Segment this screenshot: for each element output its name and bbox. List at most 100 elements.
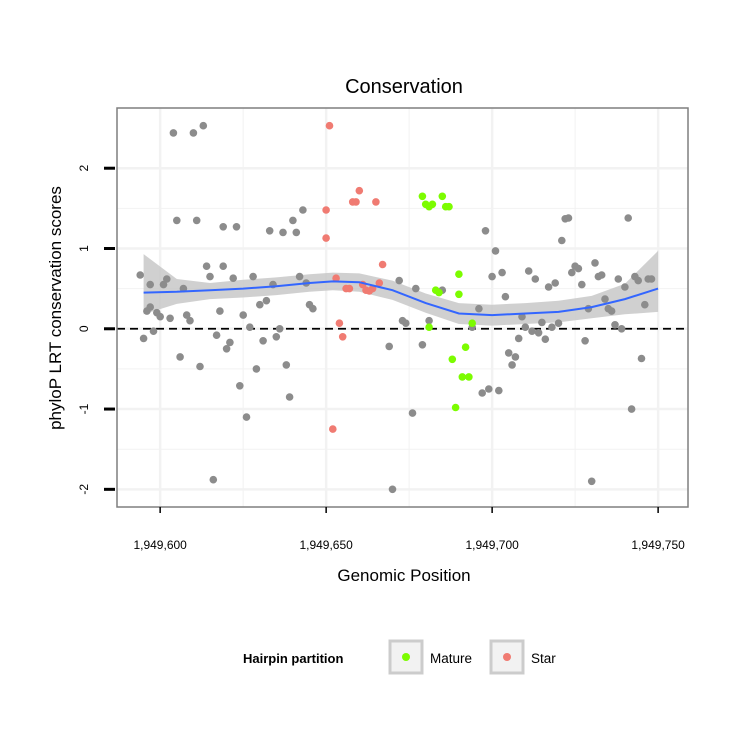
data-point-other xyxy=(491,247,500,255)
data-point-other xyxy=(611,321,619,329)
data-point-mature xyxy=(458,373,467,381)
data-point-other xyxy=(173,216,181,225)
data-point-other xyxy=(282,361,291,369)
data-point-other xyxy=(508,361,516,369)
data-point-other xyxy=(581,337,589,345)
data-point-other xyxy=(219,223,227,231)
data-point-other xyxy=(136,271,144,279)
data-point-other xyxy=(163,275,171,283)
data-point-other xyxy=(641,300,649,309)
data-point-other xyxy=(259,337,267,345)
data-point-star xyxy=(332,274,340,283)
y-tick-label: 0 xyxy=(77,325,91,332)
data-point-other xyxy=(255,300,264,309)
data-point-other xyxy=(222,345,231,353)
data-point-other xyxy=(285,393,294,401)
data-point-other xyxy=(299,206,307,214)
data-point-other xyxy=(621,283,629,291)
smooth-line xyxy=(143,280,659,317)
data-point-other xyxy=(219,262,227,271)
confidence-ribbon xyxy=(143,250,659,326)
data-point-other xyxy=(226,338,234,347)
data-point-other xyxy=(607,307,616,315)
data-point-other xyxy=(558,236,566,245)
data-point-star xyxy=(322,234,330,242)
data-point-other xyxy=(534,329,543,337)
data-point-other xyxy=(169,129,178,137)
data-point-mature xyxy=(451,403,460,412)
data-point-other xyxy=(495,386,503,395)
data-point-other xyxy=(395,276,404,285)
data-point-other xyxy=(149,327,158,336)
data-point-other xyxy=(246,323,254,332)
data-point-other xyxy=(388,485,397,494)
data-point-other xyxy=(146,280,154,289)
data-point-mature xyxy=(425,323,433,332)
data-point-other xyxy=(574,264,583,273)
data-point-other xyxy=(481,227,490,235)
data-point-star xyxy=(372,198,380,206)
x-tick-label: 1,949,750 xyxy=(631,538,685,552)
data-point-other xyxy=(232,223,241,231)
data-point-mature xyxy=(465,373,473,381)
data-point-other xyxy=(295,272,304,281)
data-point-other xyxy=(209,475,218,484)
data-point-other xyxy=(551,279,559,287)
data-point-other xyxy=(229,274,237,283)
data-point-star xyxy=(325,121,334,130)
data-point-other xyxy=(402,319,410,328)
data-point-other xyxy=(196,362,204,371)
data-point-other xyxy=(504,349,513,357)
data-point-other xyxy=(521,323,530,332)
data-point-other xyxy=(624,214,632,222)
data-points xyxy=(136,121,656,494)
data-point-other xyxy=(554,319,563,328)
data-point-mature xyxy=(445,202,453,211)
data-point-other xyxy=(647,275,656,283)
y-axis-title: phyloP LRT conservation scores xyxy=(46,186,65,430)
data-point-other xyxy=(511,353,520,361)
data-point-star xyxy=(378,260,387,269)
legend-label-mature: Mature xyxy=(430,651,472,666)
data-point-other xyxy=(166,314,174,323)
data-point-other xyxy=(597,271,606,279)
axes: 1,949,600 1,949,650 1,949,700 1,949,750 -2 -1… xyxy=(77,165,685,552)
x-axis-title: Genomic Position xyxy=(337,566,470,585)
data-point-star xyxy=(375,279,384,287)
data-point-other xyxy=(634,276,642,285)
chart-title: Conservation xyxy=(345,76,463,98)
confidence-band xyxy=(143,250,659,326)
data-point-other xyxy=(159,280,168,289)
data-point-other xyxy=(262,296,271,305)
data-point-star xyxy=(322,206,330,214)
data-point-other xyxy=(146,303,154,311)
data-point-mature xyxy=(455,270,463,279)
data-point-other xyxy=(206,272,214,281)
data-point-other xyxy=(425,316,433,325)
data-point-star xyxy=(335,319,344,328)
data-point-other xyxy=(601,295,609,303)
data-point-star xyxy=(338,333,347,341)
data-point-other xyxy=(548,323,556,332)
data-point-mature xyxy=(431,286,440,295)
data-point-other xyxy=(518,312,526,321)
data-point-other xyxy=(614,275,623,283)
data-point-star xyxy=(345,284,354,293)
data-point-other xyxy=(189,129,198,137)
data-point-other xyxy=(385,342,394,351)
data-point-other xyxy=(528,327,536,336)
data-point-other xyxy=(564,214,573,222)
data-point-other xyxy=(485,385,493,393)
data-point-star xyxy=(329,425,337,433)
data-point-other xyxy=(252,365,261,373)
data-point-mature xyxy=(428,200,437,209)
data-point-other xyxy=(568,268,576,277)
data-point-mature xyxy=(455,290,463,299)
data-point-mature xyxy=(448,355,457,364)
data-point-other xyxy=(202,262,211,271)
data-point-other xyxy=(192,216,201,225)
data-point-other xyxy=(627,405,636,413)
data-point-other xyxy=(249,272,257,281)
data-point-other xyxy=(501,292,510,301)
